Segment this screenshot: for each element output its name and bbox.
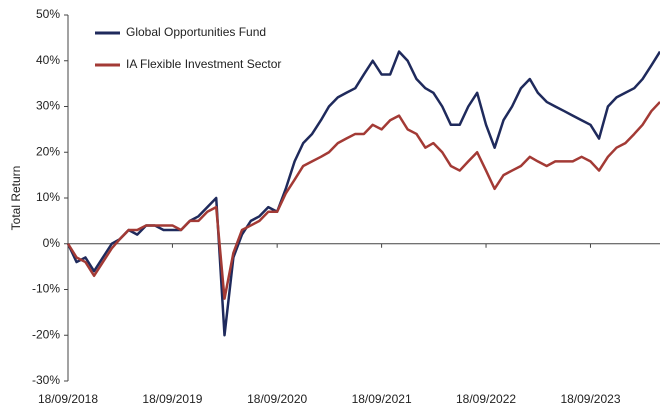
x-tick-label: 18/09/2020 bbox=[247, 392, 307, 406]
y-tick-label: 0% bbox=[43, 236, 61, 250]
series-line bbox=[66, 101, 660, 300]
x-tick-label: 18/09/2018 bbox=[38, 392, 98, 406]
y-tick-label: -20% bbox=[32, 327, 60, 341]
x-tick-label: 18/09/2021 bbox=[352, 392, 412, 406]
y-tick-label: -10% bbox=[32, 282, 60, 296]
y-tick-label: -30% bbox=[32, 373, 60, 387]
series-line bbox=[66, 50, 660, 337]
x-tick-label: 18/09/2022 bbox=[456, 392, 516, 406]
y-tick-label: 30% bbox=[36, 99, 60, 113]
y-tick-label: 10% bbox=[36, 190, 60, 204]
y-tick-label: 50% bbox=[36, 7, 60, 21]
legend-label: IA Flexible Investment Sector bbox=[126, 57, 281, 71]
y-axis-label: Total Return bbox=[9, 166, 23, 231]
y-tick-label: 40% bbox=[36, 53, 60, 67]
legend-label: Global Opportunities Fund bbox=[126, 25, 266, 39]
y-tick-label: 20% bbox=[36, 144, 60, 158]
x-tick-label: 18/09/2019 bbox=[142, 392, 202, 406]
x-tick-label: 18/09/2023 bbox=[560, 392, 620, 406]
